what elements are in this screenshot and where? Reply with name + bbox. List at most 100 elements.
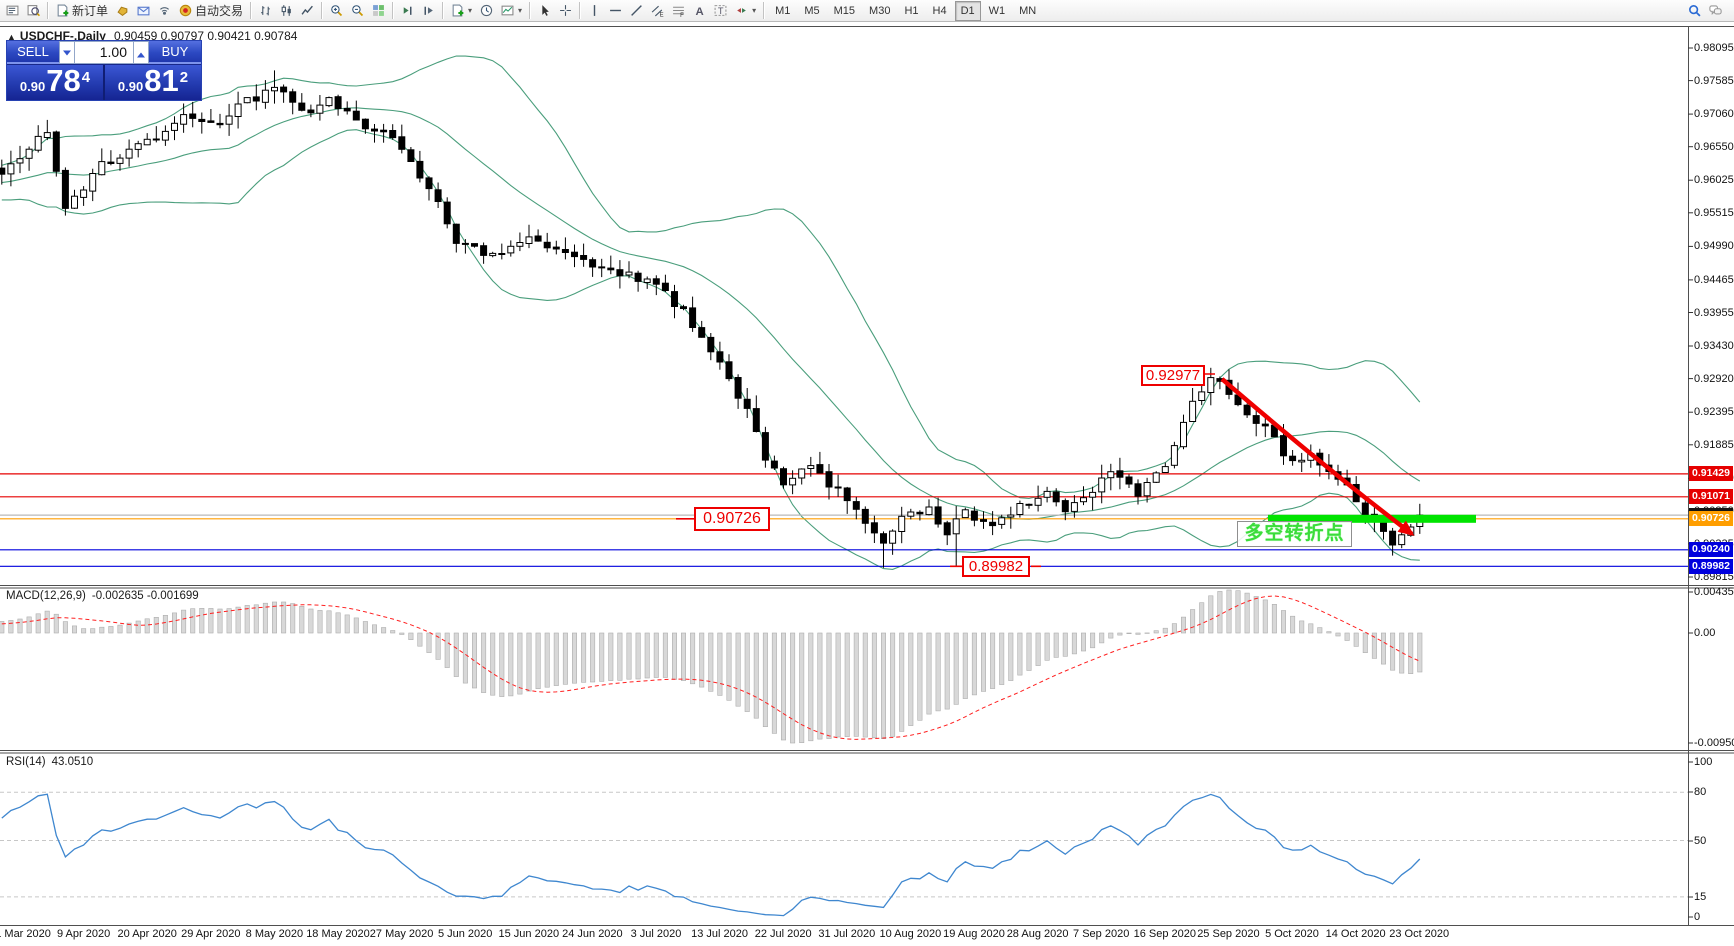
publisher-icon[interactable] <box>133 0 154 22</box>
date-tick-label: 10 Aug 2020 <box>879 928 942 940</box>
text-tool[interactable]: A <box>689 0 710 22</box>
rsi-tick-label: 50 <box>1694 835 1707 847</box>
trade-panel-prices: 0.90 78 4 0.90 81 2 <box>7 65 201 100</box>
annotation-peak-price-label[interactable]: 0.92977 <box>1141 364 1205 386</box>
date-tick-label: 16 Sep 2020 <box>1133 928 1196 940</box>
cursor-tool[interactable] <box>534 0 555 22</box>
new-order-button[interactable]: 新订单 <box>52 0 112 22</box>
trendline-tool[interactable] <box>626 0 647 22</box>
fibonacci-tool[interactable]: F <box>668 0 689 22</box>
autotrading-button[interactable]: 自动交易 <box>175 0 247 22</box>
equidistant-channel-tool[interactable]: E <box>647 0 668 22</box>
price-tick-label: 0.95515 <box>1694 206 1734 219</box>
crosshair-tool[interactable] <box>555 0 576 22</box>
buy-button[interactable]: BUY <box>149 41 201 64</box>
candlestick-mode-icon[interactable] <box>276 0 297 22</box>
timeframe-h1-button[interactable]: H1 <box>904 4 919 17</box>
arrows-tool[interactable]: ▾ <box>731 0 760 22</box>
timeframe-mn-button[interactable]: MN <box>1019 4 1037 17</box>
bar-chart-mode-icon[interactable] <box>255 0 276 22</box>
date-tick-label: 7 Sep 2020 <box>1073 928 1130 940</box>
candlestick-mode-icon-glyph <box>281 5 291 16</box>
volume-input[interactable]: 1.00 <box>75 41 133 64</box>
zoom-out-icon[interactable] <box>347 0 368 22</box>
market-watch-icon-glyph <box>6 5 19 16</box>
macd-tick-label: 0.004351 <box>1694 586 1734 598</box>
timeframe-m30-button[interactable]: M30 <box>869 4 891 17</box>
search-icon[interactable] <box>1684 0 1705 22</box>
toolbar-separator <box>763 2 766 19</box>
price-tick-label: 0.96025 <box>1694 174 1734 187</box>
price-tick-label: 0.94990 <box>1694 240 1734 253</box>
price-tick-label: 0.89815 <box>1694 571 1734 583</box>
date-tick-label: 27 May 2020 <box>369 928 434 940</box>
sell-price[interactable]: 0.90 78 4 <box>7 65 105 100</box>
annotation-support-price-label[interactable]: 0.90726 <box>694 506 770 531</box>
template-icon[interactable]: ▾ <box>497 0 526 22</box>
tile-windows-icon[interactable] <box>368 0 389 22</box>
data-window-icon[interactable] <box>23 0 44 22</box>
add-indicator-button[interactable]: ▾ <box>447 0 476 22</box>
date-tick-label: 18 May 2020 <box>306 928 370 940</box>
periods-icon[interactable] <box>476 0 497 22</box>
auto-scroll-icon[interactable] <box>397 0 418 22</box>
timeframe-m5-button[interactable]: M5 <box>804 4 820 17</box>
price-tick-label: 0.96550 <box>1694 140 1734 153</box>
timeframe-h4-button[interactable]: H4 <box>932 4 947 17</box>
horizontal-line-tool[interactable] <box>605 0 626 22</box>
timeframe-d1-button[interactable]: D1 <box>954 0 981 21</box>
rsi-tick-label: 0 <box>1694 911 1701 923</box>
zoom-in-icon[interactable] <box>326 0 347 22</box>
cursor-tool-glyph <box>542 5 549 16</box>
sell-price-pip: 4 <box>81 69 91 86</box>
annotation-pivot-text[interactable]: 多空转折点 <box>1237 521 1352 547</box>
signals-icon[interactable] <box>154 0 175 22</box>
line-chart-mode-icon-glyph <box>301 5 313 15</box>
date-tick-label: 25 Sep 2020 <box>1197 928 1260 940</box>
date-tick-label: 5 Jun 2020 <box>437 928 493 940</box>
toolbar-separator <box>529 2 532 19</box>
text-label-tool[interactable]: T <box>710 0 731 22</box>
buy-price[interactable]: 0.90 81 2 <box>105 65 201 100</box>
bar-chart-mode-icon-glyph <box>261 6 270 16</box>
template-icon-glyph <box>501 5 514 16</box>
price-tick-label: 0.93955 <box>1694 306 1734 319</box>
caret-down-icon <box>63 50 71 59</box>
vertical-line-tool[interactable] <box>584 0 605 22</box>
buy-price-big: 81 <box>144 63 179 98</box>
depth-of-market-icon[interactable] <box>112 0 133 22</box>
line-chart-mode-icon[interactable] <box>297 0 318 22</box>
add-indicator-button-glyph <box>452 4 464 17</box>
caret-up-icon <box>137 48 145 57</box>
macd-tick-label: -0.009504 <box>1694 737 1734 749</box>
toolbar-separator <box>579 2 582 19</box>
svg-text:E: E <box>660 12 664 17</box>
one-click-trading-panel: SELL 1.00 BUY 0.90 78 4 0.90 81 2 <box>6 40 202 101</box>
price-tick-label: 0.92920 <box>1694 372 1734 385</box>
timeframe-m1-button[interactable]: M1 <box>775 4 791 17</box>
price-tick-label: 0.93430 <box>1694 340 1734 353</box>
timeframe-m15-button[interactable]: M15 <box>833 4 856 17</box>
market-watch-icon[interactable] <box>2 0 23 22</box>
toolbar-separator <box>442 2 445 19</box>
search-icon-glyph <box>1689 5 1701 17</box>
chart-shift-icon-glyph <box>424 6 433 15</box>
depth-of-market-icon-glyph <box>117 6 128 17</box>
dropdown-caret-icon: ▾ <box>752 6 757 15</box>
trade-panel-toggle[interactable]: ▲ <box>7 32 16 42</box>
volume-increase-button[interactable] <box>133 41 149 64</box>
chart-shift-icon[interactable] <box>418 0 439 22</box>
date-tick-label: 22 Jul 2020 <box>754 928 812 940</box>
timeframe-w1-button[interactable]: W1 <box>988 4 1006 17</box>
community-icon-glyph <box>1709 5 1722 16</box>
price-tick-label: 0.94465 <box>1694 273 1734 286</box>
buy-price-pip: 2 <box>179 69 189 86</box>
volume-decrease-button[interactable] <box>59 41 75 64</box>
svg-text:F: F <box>680 13 684 17</box>
sell-button[interactable]: SELL <box>7 41 59 64</box>
chart-area[interactable]: ▲ USDCHF-,Daily 0.90459 0.90797 0.90421 0.… <box>0 22 1734 946</box>
community-icon[interactable] <box>1705 0 1726 22</box>
data-window-icon-glyph <box>27 5 40 17</box>
annotation-low-price-label[interactable]: 0.89982 <box>962 556 1030 578</box>
price-badge: 0.91429 <box>1689 466 1733 482</box>
